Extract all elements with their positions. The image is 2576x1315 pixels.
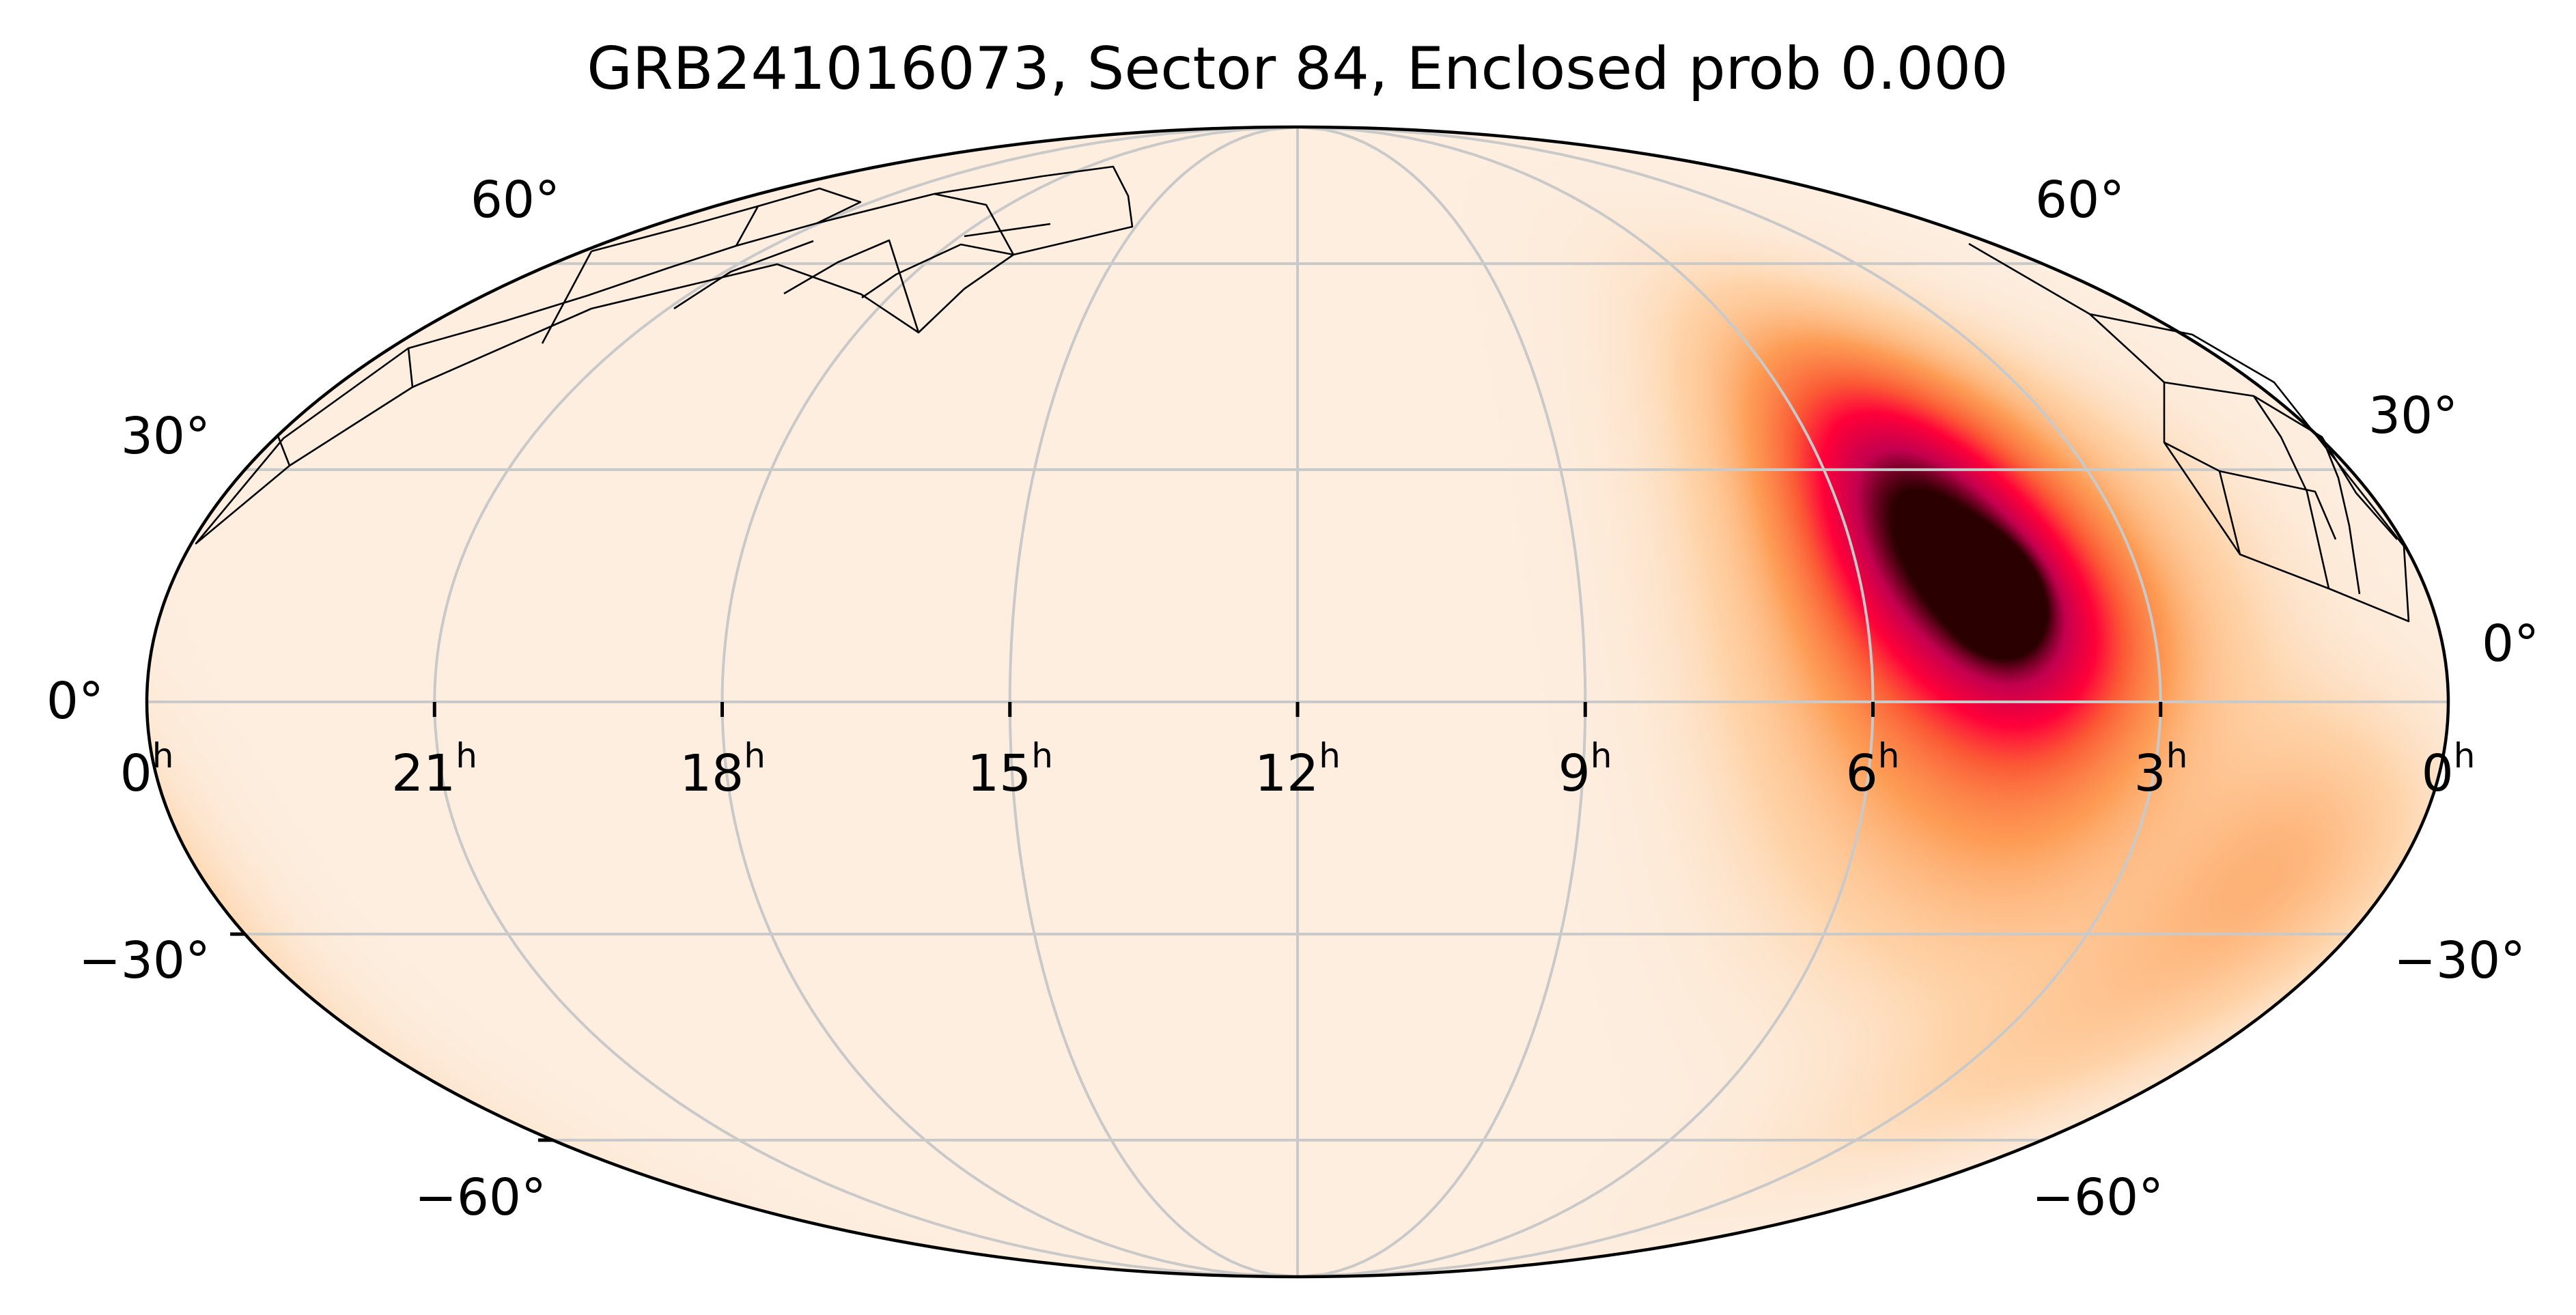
ra-tick-label-18h: 18h	[680, 736, 766, 803]
tess-sector-footprint	[2321, 436, 2361, 595]
dec-tick-labels-right: 60° 30° 0° −30° −60°	[2032, 171, 2539, 1227]
tess-sector-footprint	[195, 165, 1134, 545]
ra-tick-label-0: 0h	[120, 736, 174, 803]
tess-sector-footprint	[2218, 470, 2241, 555]
map-frame	[145, 125, 2450, 1279]
ra-tick-label-15h: 15h	[967, 736, 1053, 803]
dec-tick-left-minus30: −30°	[79, 931, 210, 990]
dec-tick-right-60: 60°	[2035, 171, 2125, 229]
ra-tick-label-6h: 6h	[1846, 736, 1900, 803]
dec-tick-right-minus30: −30°	[2394, 931, 2525, 990]
tess-sector-footprint	[541, 251, 593, 344]
plot-title: GRB241016073, Sector 84, Enclosed prob 0…	[587, 35, 2008, 103]
dec-tick-right-minus60: −60°	[2032, 1168, 2164, 1227]
tess-sector-footprints	[195, 165, 2410, 623]
dec-tick-left-minus60: −60°	[415, 1168, 546, 1227]
ra-tick-label-3h: 3h	[2134, 736, 2188, 803]
ra-tick-label-12h: 12h	[1255, 736, 1341, 803]
tick-marks	[230, 702, 2163, 1142]
dec-tick-left-0: 0°	[46, 672, 104, 731]
tess-sector-footprint	[2164, 441, 2337, 540]
ra-tick-label-24h: 0h	[2422, 736, 2476, 803]
tess-sector-footprint	[934, 193, 1015, 255]
tess-sector-footprint	[407, 348, 414, 388]
tess-sector-footprint	[673, 240, 814, 310]
ra-tick-label-21h: 21h	[391, 736, 477, 803]
dec-tick-right-30: 30°	[2368, 386, 2458, 445]
ra-tick-label-9h: 9h	[1558, 736, 1612, 803]
dec-tick-left-30: 30°	[121, 407, 210, 466]
tess-sector-footprint	[783, 239, 920, 333]
tess-sector-footprint	[964, 223, 1051, 238]
tess-sector-footprint	[1968, 242, 2410, 623]
dec-tick-labels-left: 60° 30° 0° −30° −60°	[46, 171, 560, 1227]
tess-sector-footprint	[861, 243, 1014, 299]
dec-tick-right-0: 0°	[2482, 614, 2539, 673]
ra-tick-labels: 0h 21h 18h 15h 12h 9h 6h 3h 0h	[120, 736, 2476, 803]
tess-sector-footprint	[2252, 395, 2330, 589]
tess-sector-footprint	[735, 187, 862, 246]
tess-sector-footprint	[276, 434, 291, 466]
tess-sector-footprint	[591, 205, 759, 253]
dec-tick-left-60: 60°	[471, 171, 560, 229]
